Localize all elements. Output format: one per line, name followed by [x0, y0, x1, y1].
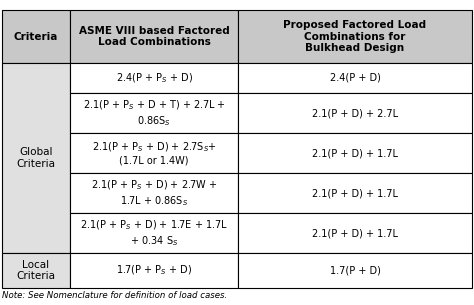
Bar — [238, 63, 472, 93]
Bar — [70, 213, 238, 253]
Bar — [70, 133, 238, 173]
Bar — [238, 133, 472, 173]
Text: 2.1(P + P$_S$ + D + T) + 2.7L +
0.86S$_S$: 2.1(P + P$_S$ + D + T) + 2.7L + 0.86S$_S… — [82, 98, 225, 128]
Bar — [70, 253, 238, 288]
Text: Global
Criteria: Global Criteria — [17, 147, 55, 169]
Text: Criteria: Criteria — [14, 31, 58, 41]
Text: ASME VIII based Factored
Load Combinations: ASME VIII based Factored Load Combinatio… — [79, 26, 229, 47]
Bar — [2, 63, 70, 253]
Bar — [238, 173, 472, 213]
Text: 2.1(P + P$_S$ + D) + 1.7E + 1.7L
+ 0.34 S$_S$: 2.1(P + P$_S$ + D) + 1.7E + 1.7L + 0.34 … — [80, 218, 228, 248]
Bar — [70, 63, 238, 93]
Text: 2.1(P + D) + 1.7L: 2.1(P + D) + 1.7L — [312, 228, 398, 238]
Bar — [238, 10, 472, 63]
Bar — [70, 10, 238, 63]
Bar — [70, 173, 238, 213]
Text: 2.4(P + D): 2.4(P + D) — [329, 73, 381, 83]
Bar — [2, 253, 70, 288]
Text: Local
Criteria: Local Criteria — [17, 260, 55, 281]
Bar — [238, 93, 472, 133]
Bar — [70, 93, 238, 133]
Text: 2.1(P + D) + 1.7L: 2.1(P + D) + 1.7L — [312, 148, 398, 158]
Bar — [2, 10, 70, 63]
Bar — [238, 253, 472, 288]
Bar — [238, 213, 472, 253]
Text: 1.7(P + D): 1.7(P + D) — [329, 265, 381, 275]
Text: 2.1(P + P$_S$ + D) + 2.7W +
1.7L + 0.86S$_S$: 2.1(P + P$_S$ + D) + 2.7W + 1.7L + 0.86S… — [91, 178, 218, 208]
Text: 2.1(P + P$_S$ + D) + 2.7S$_S$+
(1.7L or 1.4W): 2.1(P + P$_S$ + D) + 2.7S$_S$+ (1.7L or … — [91, 140, 217, 166]
Text: 1.7(P + P$_S$ + D): 1.7(P + P$_S$ + D) — [116, 264, 192, 277]
Text: 2.4(P + P$_S$ + D): 2.4(P + P$_S$ + D) — [116, 71, 192, 85]
Text: 2.1(P + D) + 2.7L: 2.1(P + D) + 2.7L — [312, 108, 398, 118]
Text: Proposed Factored Load
Combinations for
Bulkhead Design: Proposed Factored Load Combinations for … — [283, 20, 427, 53]
Text: Note: See Nomenclature for definition of load cases.: Note: See Nomenclature for definition of… — [2, 290, 227, 300]
Text: 2.1(P + D) + 1.7L: 2.1(P + D) + 1.7L — [312, 188, 398, 198]
